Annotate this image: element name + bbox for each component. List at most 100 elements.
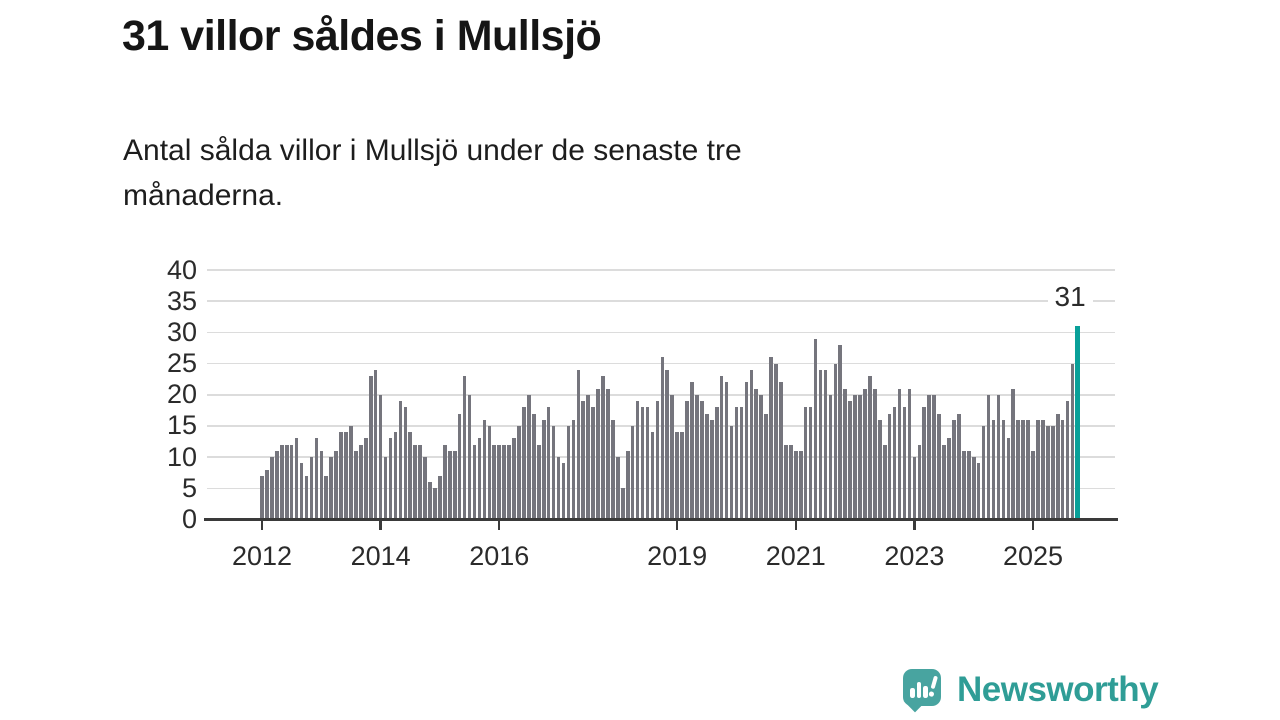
bar [808, 407, 813, 520]
x-axis-label-2016: 2016 [469, 540, 530, 571]
bar [823, 369, 828, 520]
bar [769, 357, 773, 520]
bar [1036, 419, 1040, 520]
logo-chart-bar-icon [910, 688, 915, 698]
bar [818, 369, 823, 520]
bar [294, 438, 299, 520]
y-axis-label-40: 40 [166, 254, 197, 285]
bar [700, 401, 704, 520]
bar [507, 444, 511, 520]
bar [942, 444, 946, 520]
bar [551, 425, 556, 520]
bar [452, 450, 457, 520]
brand-name: Newsworthy [957, 670, 1159, 709]
bar [927, 394, 932, 520]
x-tick-2012 [260, 521, 264, 530]
bar [744, 382, 749, 520]
bar [793, 450, 798, 520]
bar [1070, 363, 1075, 520]
bar [354, 450, 358, 520]
bar [947, 438, 951, 520]
x-axis-label-2021: 2021 [765, 540, 826, 571]
bar [650, 432, 655, 520]
bar [279, 444, 284, 520]
x-axis-label-2025: 2025 [1002, 540, 1064, 571]
bar [324, 475, 329, 520]
bar [981, 425, 986, 520]
bar [482, 419, 487, 520]
bar [897, 388, 902, 520]
bar [843, 388, 847, 520]
bar [759, 394, 763, 520]
bar [418, 444, 422, 520]
bar [502, 444, 506, 520]
bar [546, 407, 551, 520]
bar [858, 394, 862, 520]
x-axis-label-2014: 2014 [350, 540, 411, 571]
bar [616, 457, 620, 520]
gridline-35 [207, 300, 1115, 303]
bar [937, 413, 941, 520]
bar [581, 401, 586, 520]
bar [383, 457, 388, 520]
bar [764, 413, 768, 520]
bar [709, 419, 714, 520]
bar [976, 463, 981, 520]
bar [996, 394, 1001, 520]
x-tick-2016 [497, 521, 501, 530]
bar [754, 388, 759, 520]
bar [902, 407, 907, 520]
bar [339, 432, 343, 520]
bar [932, 394, 936, 520]
bar [784, 444, 788, 520]
bar [695, 394, 699, 520]
bar [729, 425, 734, 520]
logo-chart-bar-icon [916, 682, 922, 698]
bar [625, 450, 630, 520]
bar [962, 450, 966, 520]
bar [299, 463, 304, 520]
bar [724, 382, 729, 520]
bar [398, 401, 403, 520]
y-axis-label-25: 25 [166, 348, 197, 379]
bar [1031, 450, 1035, 520]
bar [803, 407, 808, 520]
bar [1001, 419, 1006, 520]
x-axis-label-2012: 2012 [231, 540, 293, 571]
bar [433, 488, 437, 520]
bar [734, 407, 739, 520]
bar [645, 407, 650, 520]
bar [611, 419, 615, 520]
bar [477, 438, 482, 520]
x-axis-line [204, 517, 1118, 521]
bar [873, 388, 877, 520]
bar [690, 382, 694, 520]
x-axis-label-2019: 2019 [647, 540, 708, 571]
bar [438, 475, 442, 520]
x-tick-2019 [675, 521, 679, 530]
y-axis-label-5: 5 [181, 472, 197, 503]
bar [665, 369, 670, 520]
bar [378, 394, 383, 520]
highlight-value-label: 31 [1047, 282, 1093, 313]
bar [853, 394, 857, 520]
bar [393, 432, 398, 520]
x-tick-2014 [379, 521, 382, 530]
bar [838, 344, 843, 520]
bar [670, 394, 675, 520]
bar [878, 419, 882, 520]
bar [329, 457, 333, 520]
bar [828, 394, 833, 520]
chart-title: 31 villor såldes i Mullsjö [122, 12, 602, 60]
bar [260, 475, 264, 520]
bar [388, 438, 393, 520]
bar [833, 363, 838, 520]
bar [749, 369, 754, 520]
bar [971, 457, 976, 520]
bar [492, 444, 497, 520]
y-axis-label-30: 30 [166, 316, 197, 347]
bar [457, 413, 462, 520]
bar [423, 457, 427, 520]
